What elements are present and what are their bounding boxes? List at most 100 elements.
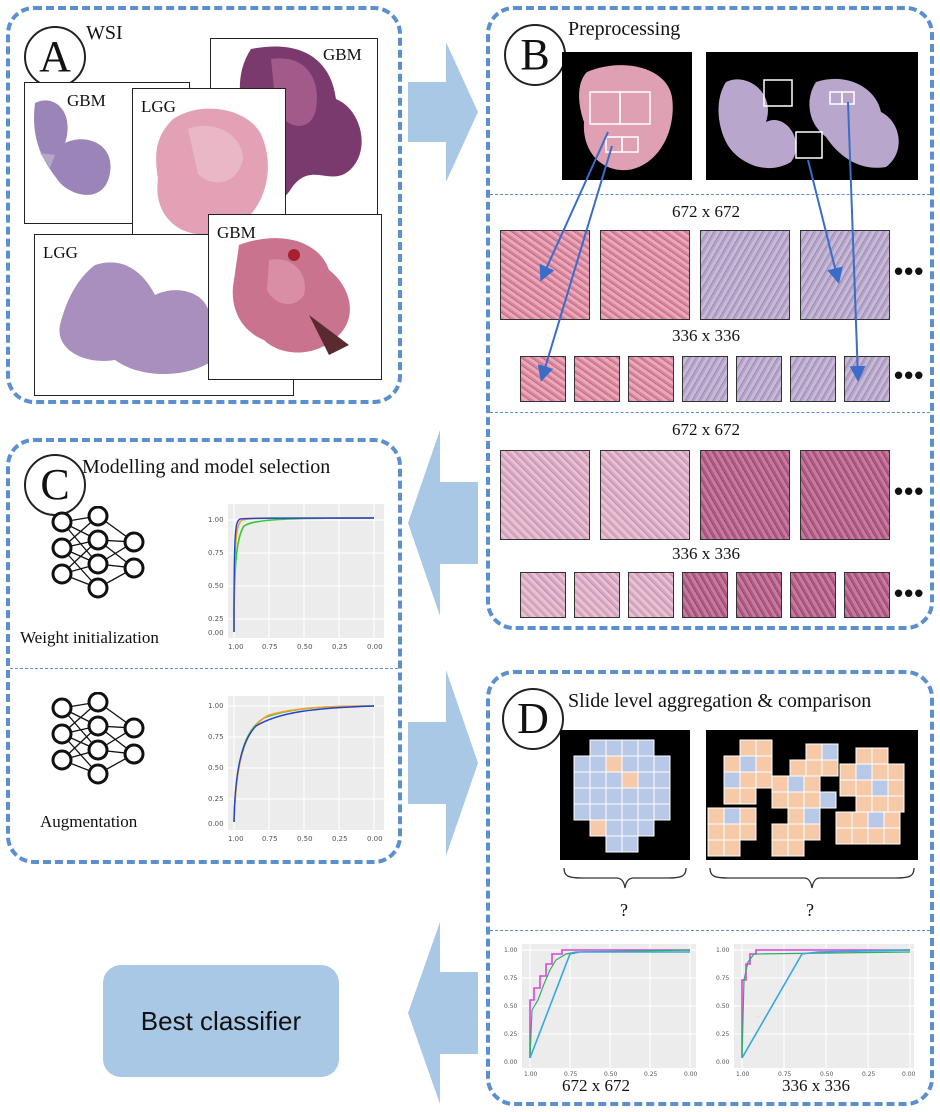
- panel-a-title: WSI: [86, 22, 123, 44]
- slide-label: GBM: [323, 45, 362, 64]
- roc-plot-672: 1.00 0.75 0.50 0.25 0.00 1.00 0.75 0.50 0.25 0.0…: [500, 940, 700, 1080]
- tile-336: [736, 572, 782, 618]
- tile-672: [800, 230, 890, 320]
- panel-a: A WSI GBM GBM LGG LGG: [6, 6, 402, 404]
- slide-label: GBM: [217, 223, 256, 242]
- ellipsis: •••: [894, 256, 925, 286]
- x-tick: 1.00: [228, 643, 244, 651]
- svg-text:0.50: 0.50: [716, 1003, 730, 1010]
- ellipsis: •••: [894, 360, 925, 390]
- best-classifier-label: Best classifier: [140, 1005, 302, 1036]
- tissue-image: [232, 238, 350, 355]
- y-tick: 0.75: [208, 733, 224, 741]
- x-tick: 0.25: [332, 643, 348, 651]
- tile-336: [574, 356, 620, 402]
- svg-text:0.00: 0.00: [716, 1059, 730, 1066]
- roc-plot-weight-init: 1.00 0.75 0.50 0.25 0.00 1.00 0.75 0.50 …: [194, 498, 390, 658]
- caption-augmentation: Augmentation: [40, 812, 138, 831]
- sampling-arrows: [537, 101, 866, 382]
- tile-336: [520, 572, 566, 618]
- neural-network-icon: [51, 506, 145, 599]
- caption-672: 672 x 672: [562, 1076, 630, 1095]
- x-tick: 0.75: [262, 835, 278, 843]
- arrow-right-icon: [408, 670, 478, 856]
- question-mark: ?: [806, 900, 814, 920]
- tile-prediction-map: [560, 730, 690, 860]
- svg-text:0.75: 0.75: [504, 975, 518, 982]
- slide-label: GBM: [67, 91, 106, 110]
- panel-b-title: Preprocessing: [568, 18, 681, 40]
- tile-672: [800, 450, 890, 540]
- panel-d-title: Slide level aggregation & comparison: [568, 690, 872, 712]
- size-label: 336 x 336: [672, 544, 740, 563]
- panel-d-letter: D: [502, 688, 564, 750]
- divider: [490, 930, 930, 931]
- svg-text:0.25: 0.25: [504, 1031, 518, 1038]
- y-tick: 0.00: [208, 629, 224, 637]
- neural-network-icon: [51, 692, 145, 785]
- x-tick: 0.00: [367, 643, 383, 651]
- svg-text:1.00: 1.00: [524, 1071, 538, 1078]
- tile-672: [600, 230, 690, 320]
- slide-label: LGG: [43, 243, 78, 262]
- divider: [490, 412, 930, 413]
- ellipsis: •••: [894, 578, 925, 608]
- tile-336: [844, 572, 890, 618]
- divider: [10, 668, 398, 669]
- slide-lgg-center: LGG: [132, 88, 286, 254]
- best-classifier-box: Best classifier: [103, 965, 339, 1077]
- panel-a-letter: A: [24, 26, 86, 88]
- size-label: 336 x 336: [672, 326, 740, 345]
- wsi-thumbnail: [706, 52, 918, 180]
- svg-text:0.00: 0.00: [684, 1071, 698, 1078]
- svg-text:0.25: 0.25: [862, 1071, 876, 1078]
- tissue-image: [156, 108, 268, 235]
- tile-672: [600, 450, 690, 540]
- caption-weight-initialization: Weight initialization: [20, 628, 159, 647]
- svg-text:0.00: 0.00: [902, 1071, 916, 1078]
- caption-336: 336 x 336: [782, 1076, 850, 1095]
- tile-336: [790, 572, 836, 618]
- tile-336: [574, 572, 620, 618]
- arrow-left-icon: [408, 922, 478, 1104]
- x-tick: 1.00: [228, 835, 244, 843]
- svg-text:0.50: 0.50: [604, 1071, 618, 1078]
- panel-c-title: Modelling and model selection: [82, 456, 331, 478]
- svg-text:0.75: 0.75: [778, 1071, 792, 1078]
- divider: [490, 194, 930, 195]
- x-tick: 0.75: [262, 643, 278, 651]
- tile-672: [500, 450, 590, 540]
- arrow-left-icon: [408, 430, 478, 616]
- ellipsis: •••: [894, 476, 925, 506]
- slide-label: LGG: [141, 97, 176, 116]
- x-tick: 0.50: [297, 835, 313, 843]
- question-mark: ?: [620, 900, 628, 920]
- y-tick: 0.25: [208, 795, 224, 803]
- y-tick: 0.75: [208, 549, 224, 557]
- roc-plot-augmentation: 1.00 0.75 0.50 0.25 0.00 1.00 0.75 0.50 …: [194, 690, 390, 850]
- roc-plot-336: 1.00 0.75 0.50 0.25 0.00 1.00 0.75 0.50 0.25 0.0…: [712, 940, 918, 1080]
- svg-text:0.25: 0.25: [716, 1031, 730, 1038]
- tile-336: [628, 572, 674, 618]
- x-tick: 0.25: [332, 835, 348, 843]
- panel-c-letter: C: [24, 454, 86, 516]
- tile-336: [628, 356, 674, 402]
- tile-336: [682, 572, 728, 618]
- y-tick: 0.25: [208, 615, 224, 623]
- size-label: 672 x 672: [672, 202, 740, 221]
- tile-336: [736, 356, 782, 402]
- arrow-right-icon: [408, 42, 478, 182]
- y-tick: 1.00: [208, 702, 224, 710]
- tile-336: [790, 356, 836, 402]
- slide-gbm-bottom: GBM: [208, 214, 382, 380]
- svg-text:0.75: 0.75: [716, 975, 730, 982]
- y-tick: 0.50: [208, 764, 224, 772]
- svg-text:0.25: 0.25: [644, 1071, 658, 1078]
- panel-b: B Preprocessing 672 x 672 ••• 336 x 336: [486, 6, 934, 630]
- tile-672: [700, 450, 790, 540]
- tile-336: [682, 356, 728, 402]
- tissue-image: [34, 100, 111, 195]
- y-tick: 0.50: [208, 582, 224, 590]
- tile-672: [700, 230, 790, 320]
- size-label: 672 x 672: [672, 420, 740, 439]
